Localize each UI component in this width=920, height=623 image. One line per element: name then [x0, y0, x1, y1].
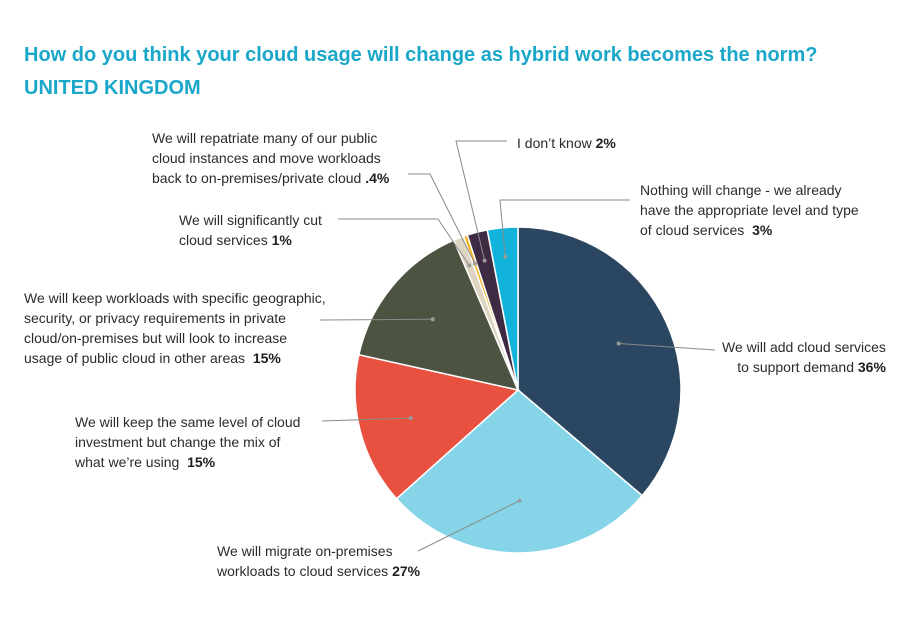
- slice-label-dontknow: I don’t know 2%: [517, 133, 616, 153]
- label-line: of cloud services: [640, 222, 745, 238]
- leader-line-cut: [338, 218, 470, 266]
- label-line: We will migrate on-premises: [217, 543, 393, 559]
- slice-pct-repatriate: .4%: [365, 170, 390, 186]
- label-line: I don’t know: [517, 135, 592, 151]
- label-line: Nothing will change - we already: [640, 182, 842, 198]
- slice-pct-cut: 1%: [271, 232, 292, 248]
- label-line: workloads to cloud services: [217, 563, 389, 579]
- pie-slice-add: [517, 226, 682, 497]
- slice-label-repatriate: We will repatriate many of our public cl…: [152, 128, 389, 188]
- label-line: cloud/on-premises but will look to incre…: [24, 330, 288, 346]
- leader-dot-cut: [467, 263, 472, 268]
- slice-label-nochange: Nothing will change - we already have th…: [640, 180, 859, 240]
- label-line: usage of public cloud in other areas: [24, 350, 246, 366]
- label-line: We will repatriate many of our public: [152, 130, 378, 146]
- label-line: cloud instances and move workloads: [152, 150, 381, 166]
- label-line: cloud services: [179, 232, 268, 248]
- label-line: what we’re using: [75, 454, 180, 470]
- slice-label-add: We will add cloud services to support de…: [722, 337, 886, 377]
- pie-slices: [354, 226, 682, 554]
- slice-pct-add: 36%: [857, 359, 886, 375]
- leader-dot-same: [408, 416, 413, 421]
- label-line: We will keep workloads with specific geo…: [24, 290, 326, 306]
- pie-slice-same: [354, 353, 520, 500]
- slice-pct-keep: 15%: [252, 350, 281, 366]
- leader-lines: [319, 140, 716, 552]
- label-line: have the appropriate level and type: [640, 202, 859, 218]
- slice-label-keep: We will keep workloads with specific geo…: [24, 288, 326, 368]
- label-line: security, or privacy requirements in pri…: [24, 310, 286, 326]
- label-line: We will significantly cut: [179, 212, 322, 228]
- label-line: We will add cloud services: [722, 339, 886, 355]
- leader-dot-dontknow: [482, 258, 487, 263]
- pie-slice-keep: [357, 239, 520, 392]
- label-line: We will keep the same level of cloud: [75, 414, 301, 430]
- slice-label-cut: We will significantly cut cloud services…: [179, 210, 322, 250]
- leader-line-same: [321, 417, 411, 422]
- leader-dot-repatriate: [472, 261, 477, 266]
- leader-dot-keep: [430, 317, 435, 322]
- label-line: investment but change the mix of: [75, 434, 281, 450]
- leader-line-add: [618, 343, 716, 351]
- chart-title: How do you think your cloud usage will c…: [24, 44, 818, 66]
- leader-dot-add: [616, 341, 621, 346]
- leader-dot-nochange: [503, 254, 508, 259]
- slice-label-same: We will keep the same level of cloud inv…: [75, 412, 300, 472]
- slice-pct-same: 15%: [187, 454, 216, 470]
- leader-line-migrate: [417, 500, 520, 552]
- leader-line-repatriate: [408, 173, 476, 264]
- leader-line-keep: [319, 318, 433, 321]
- leader-line-dontknow: [455, 140, 507, 261]
- pie-slice-migrate: [395, 389, 644, 554]
- slice-pct-dontknow: 2%: [595, 135, 616, 151]
- slice-label-migrate: We will migrate on-premises workloads to…: [217, 541, 420, 581]
- leader-line-nochange: [499, 199, 630, 257]
- label-line: to support demand: [737, 359, 854, 375]
- leader-dots: [408, 254, 621, 503]
- slice-pct-migrate: 27%: [392, 563, 421, 579]
- leader-dot-migrate: [517, 498, 522, 503]
- slice-pct-nochange: 3%: [752, 222, 773, 238]
- chart-subtitle: UNITED KINGDOM: [24, 77, 201, 99]
- label-line: back to on-premises/private cloud: [152, 170, 362, 186]
